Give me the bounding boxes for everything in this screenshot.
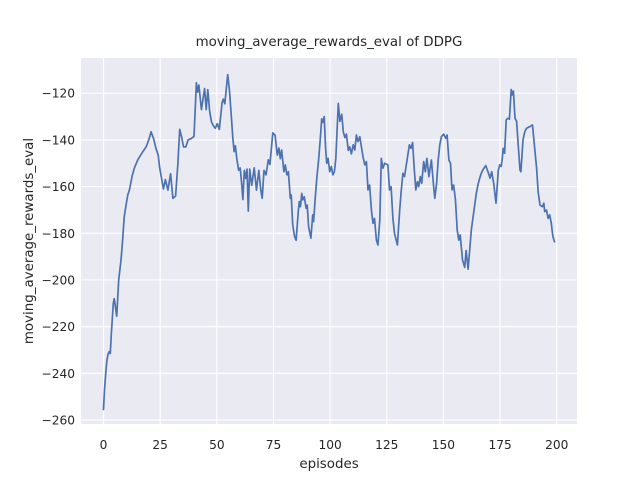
x-tick-label: 25 [152,438,168,452]
x-axis-label: episodes [299,457,358,472]
x-tick-label: 0 [100,438,108,452]
y-tick-label: −120 [42,87,75,101]
x-tick-label: 125 [375,438,398,452]
plot-area [81,58,577,424]
y-tick-label: −260 [42,414,75,428]
y-axis-label: moving_average_rewards_eval [22,138,37,344]
y-tick-label: −220 [42,320,75,334]
y-tick-label: −200 [42,273,75,287]
data-line-series [102,73,556,411]
x-tick-label: 175 [488,438,511,452]
chart-title: moving_average_rewards_eval of DDPG [196,35,463,50]
y-tick-labels: −120 −140 −160 −180 −200 −220 −240 −260 [42,87,75,428]
x-tick-labels: 0 25 50 75 100 125 150 175 200 [100,438,569,452]
y-tick-label: −240 [42,367,75,381]
x-tick-label: 75 [266,438,282,452]
x-tick-label: 50 [209,438,225,452]
x-tick-label: 150 [432,438,455,452]
y-tick-label: −160 [42,180,75,194]
x-tick-label: 200 [545,438,568,452]
x-tick-label: 100 [319,438,342,452]
y-tick-label: −140 [42,133,75,147]
y-tick-label: −180 [42,227,75,241]
